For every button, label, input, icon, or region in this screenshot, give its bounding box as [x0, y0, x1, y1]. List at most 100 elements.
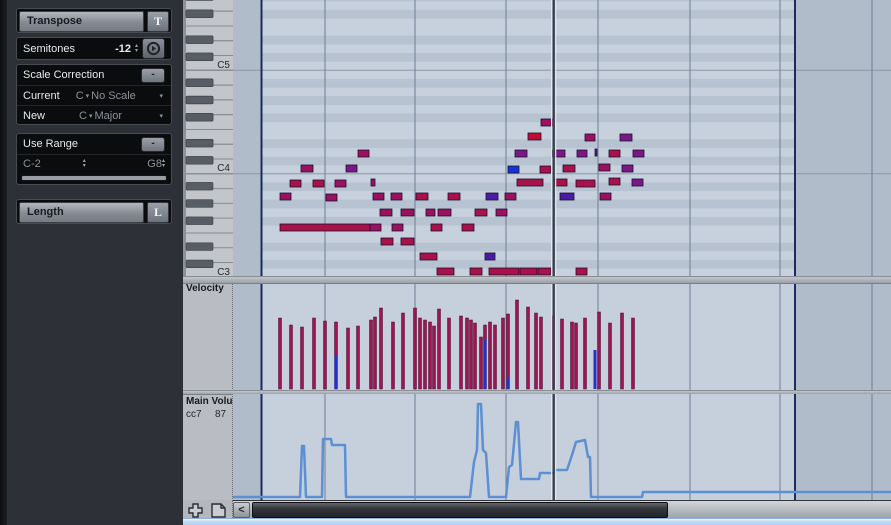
range-slider[interactable] — [21, 175, 167, 181]
midi-note[interactable] — [584, 133, 596, 142]
velocity-bar[interactable] — [300, 326, 304, 390]
midi-note[interactable] — [608, 149, 621, 158]
midi-note[interactable] — [516, 178, 544, 187]
midi-note[interactable] — [474, 208, 488, 217]
midi-note[interactable] — [279, 192, 292, 201]
midi-note[interactable] — [527, 132, 542, 141]
velocity-bar[interactable] — [465, 317, 469, 390]
midi-note[interactable] — [621, 164, 634, 173]
velocity-bar[interactable] — [631, 317, 635, 390]
velocity-bar[interactable] — [356, 325, 360, 390]
velocity-bar[interactable] — [418, 317, 422, 390]
process-button[interactable] — [142, 38, 165, 59]
velocity-bar[interactable] — [469, 319, 473, 390]
chevron-down-icon[interactable]: ▾ — [85, 92, 90, 100]
chevron-down-icon[interactable]: ▾ — [159, 92, 163, 100]
midi-note[interactable] — [379, 208, 393, 217]
scale-current-root[interactable]: C — [75, 89, 84, 102]
velocity-bar[interactable] — [312, 317, 316, 390]
midi-note[interactable] — [575, 179, 596, 188]
midi-note[interactable] — [519, 267, 538, 276]
midi-note[interactable] — [430, 223, 443, 232]
velocity-bar-selected[interactable] — [506, 378, 510, 389]
spinner-down-icon[interactable]: ▾ — [134, 47, 138, 54]
semitones-spinner[interactable]: ▴ ▾ — [134, 43, 138, 54]
velocity-bar-selected[interactable] — [483, 340, 487, 389]
midi-note[interactable] — [415, 192, 429, 201]
midi-note[interactable] — [419, 252, 438, 261]
spinner-up-icon[interactable]: ▴ — [161, 158, 165, 164]
piano-key-black[interactable] — [185, 242, 214, 251]
midi-note[interactable] — [599, 192, 612, 201]
chevron-down-icon[interactable]: ▾ — [159, 112, 163, 120]
range-high-value[interactable]: G8 — [147, 158, 162, 170]
velocity-bar[interactable] — [526, 306, 530, 390]
velocity-bar[interactable] — [479, 336, 483, 390]
velocity-bar[interactable] — [493, 324, 497, 390]
velocity-bar[interactable] — [346, 327, 350, 390]
velocity-bar[interactable] — [369, 319, 373, 390]
velocity-bar[interactable] — [391, 321, 395, 390]
midi-note[interactable] — [357, 149, 370, 158]
horizontal-scrollbar[interactable]: < — [233, 500, 891, 518]
chevron-down-icon[interactable]: ▾ — [88, 112, 93, 120]
midi-note[interactable] — [461, 223, 475, 232]
velocity-bar[interactable] — [560, 318, 564, 390]
midi-note[interactable] — [390, 192, 403, 201]
piano-key-black[interactable] — [185, 113, 214, 122]
velocity-bar[interactable] — [501, 317, 505, 390]
velocity-bar[interactable] — [570, 321, 574, 390]
scale-correction-header[interactable]: Scale Correction - — [17, 65, 171, 85]
piano-key-black[interactable] — [185, 139, 214, 148]
midi-note[interactable] — [325, 193, 338, 202]
midi-note[interactable] — [312, 179, 325, 188]
midi-note[interactable] — [576, 149, 588, 158]
playhead-cursor[interactable] — [552, 284, 555, 390]
midi-note[interactable] — [504, 192, 517, 201]
midi-note[interactable] — [608, 177, 621, 186]
use-range-header[interactable]: Use Range - — [17, 134, 171, 154]
scrollbar-thumb[interactable] — [252, 502, 668, 518]
lane-separator[interactable] — [183, 276, 891, 284]
midi-note[interactable] — [514, 149, 528, 158]
velocity-bar[interactable] — [515, 299, 519, 390]
midi-note[interactable] — [400, 208, 415, 217]
midi-note[interactable] — [562, 164, 576, 173]
velocity-bar[interactable] — [289, 324, 293, 390]
midi-note[interactable] — [391, 223, 404, 232]
lane-preset-page-icon[interactable] — [210, 502, 228, 519]
midi-note[interactable] — [552, 178, 568, 187]
midi-note[interactable] — [575, 267, 588, 276]
velocity-bar[interactable] — [506, 313, 510, 390]
midi-note[interactable] — [539, 165, 552, 174]
velocity-bar[interactable] — [473, 322, 477, 390]
midi-note[interactable] — [485, 192, 499, 201]
midi-note[interactable] — [436, 267, 455, 276]
piano-key-black[interactable] — [185, 216, 214, 225]
midi-note[interactable] — [537, 267, 552, 276]
velocity-bar[interactable] — [447, 317, 451, 390]
midi-note[interactable] — [447, 192, 461, 201]
velocity-bar[interactable] — [620, 312, 624, 390]
spinner-down-icon[interactable]: ▾ — [161, 163, 165, 169]
piano-key-black[interactable] — [185, 52, 214, 61]
midi-note[interactable] — [495, 208, 508, 217]
velocity-bar[interactable] — [401, 312, 405, 390]
length-header-button[interactable]: Length — [19, 202, 144, 223]
scroll-left-button[interactable]: < — [233, 502, 250, 518]
midi-note[interactable] — [334, 179, 347, 188]
piano-key-black[interactable] — [185, 9, 214, 18]
piano-key-black[interactable] — [185, 199, 214, 208]
cc7-curve[interactable] — [233, 402, 891, 499]
velocity-bar[interactable] — [608, 322, 612, 390]
midi-note[interactable] — [289, 179, 302, 188]
range-center-spinner[interactable]: ▴ ▾ — [83, 158, 86, 169]
velocity-bar[interactable] — [597, 311, 601, 390]
midi-note[interactable] — [484, 252, 496, 261]
midi-note[interactable] — [559, 192, 575, 201]
velocity-bar[interactable] — [413, 307, 417, 390]
velocity-bar[interactable] — [583, 317, 587, 390]
piano-key-black[interactable] — [185, 156, 214, 165]
velocity-bar[interactable] — [428, 321, 432, 390]
midi-note[interactable] — [279, 223, 371, 232]
